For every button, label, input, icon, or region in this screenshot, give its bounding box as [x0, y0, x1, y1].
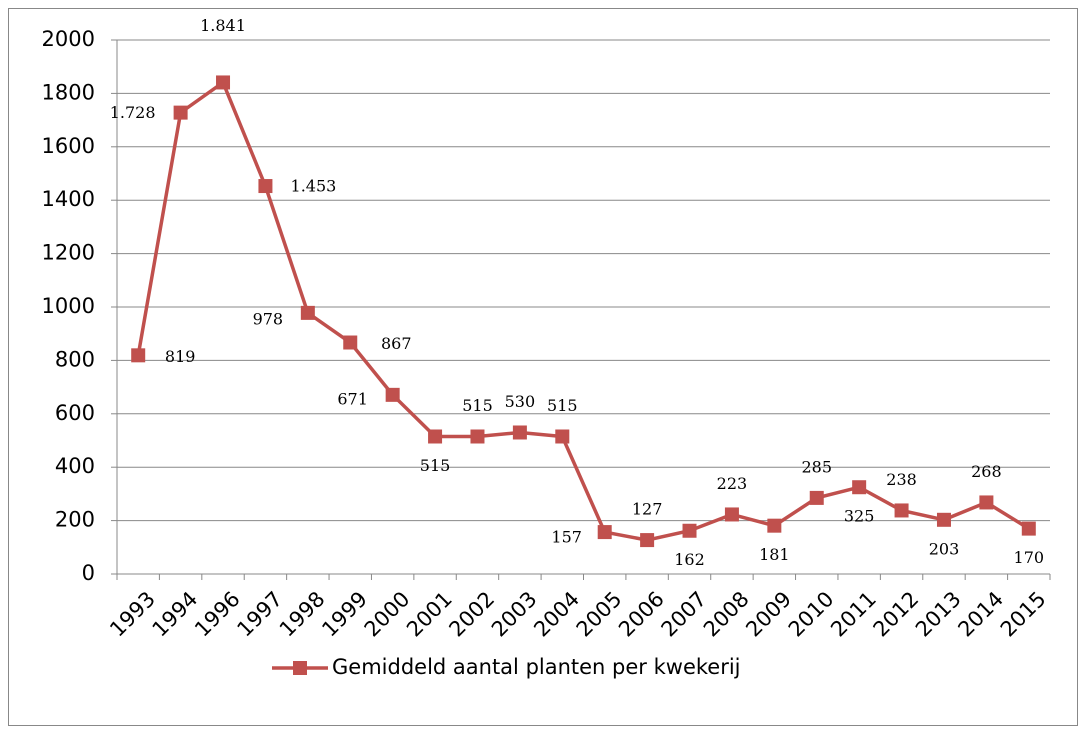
x-tick-label: 2004 [529, 587, 584, 642]
data-label: 819 [165, 347, 196, 366]
marker [1021, 521, 1036, 536]
data-label: 268 [971, 462, 1002, 481]
x-tick-label: 1996 [190, 587, 245, 642]
marker [555, 429, 570, 444]
marker [300, 305, 315, 320]
data-label: 671 [337, 389, 368, 408]
marker [216, 75, 231, 90]
x-tick-label: 2009 [741, 587, 796, 642]
data-label: 285 [801, 457, 832, 476]
x-tick-label: 2000 [360, 587, 415, 642]
y-tick-label: 800 [55, 347, 95, 371]
data-label: 170 [1014, 548, 1045, 567]
marker [936, 512, 951, 527]
data-label: 223 [717, 474, 748, 493]
y-tick-label: 2000 [42, 27, 95, 51]
x-tick-label: 2012 [869, 587, 924, 642]
data-label: 157 [551, 528, 582, 547]
legend-label: Gemiddeld aantal planten per kwekerij [332, 655, 741, 679]
marker [343, 335, 358, 350]
x-tick-label: 1994 [148, 587, 203, 642]
marker [767, 518, 782, 533]
y-tick-label: 600 [55, 401, 95, 425]
data-label: 867 [381, 334, 412, 353]
marker [809, 490, 824, 505]
x-tick-label: 2006 [614, 587, 669, 642]
x-tick-label: 2014 [953, 587, 1008, 642]
data-label: 127 [632, 500, 663, 519]
y-tick-label: 1800 [42, 80, 95, 104]
chart-border [8, 8, 1078, 726]
marker [258, 179, 273, 194]
x-tick-label: 2003 [487, 587, 542, 642]
y-tick-label: 400 [55, 454, 95, 478]
legend-marker [293, 661, 307, 675]
x-tick-label: 2005 [572, 587, 627, 642]
data-label: 162 [674, 550, 705, 569]
data-label: 325 [844, 507, 875, 526]
x-tick-label: 1993 [105, 587, 160, 642]
x-tick-label: 1998 [275, 587, 330, 642]
y-tick-label: 1400 [42, 187, 95, 211]
x-tick-label: 2011 [826, 587, 881, 642]
marker [894, 503, 909, 518]
data-label: 1.453 [291, 177, 337, 196]
x-tick-label: 2007 [657, 587, 712, 642]
x-tick-label: 2002 [444, 587, 499, 642]
y-tick-label: 1600 [42, 134, 95, 158]
y-tick-label: 200 [55, 508, 95, 532]
line [136, 79, 1030, 542]
marker [470, 429, 485, 444]
y-tick-label: 1200 [42, 241, 95, 265]
data-label: 515 [462, 396, 493, 415]
y-tick-label: 1000 [42, 294, 95, 318]
marker [385, 387, 400, 402]
marker [640, 533, 655, 548]
x-tick-label: 2010 [784, 587, 839, 642]
marker [173, 105, 188, 120]
data-label: 1.728 [110, 103, 156, 122]
data-label: 238 [886, 470, 917, 489]
y-tick-label: 0 [82, 561, 95, 585]
marker [852, 480, 867, 495]
data-label: 515 [547, 396, 578, 415]
data-label: 203 [929, 539, 960, 558]
data-label: 530 [505, 392, 536, 411]
x-tick-label: 2013 [911, 587, 966, 642]
marker [979, 495, 994, 510]
marker [131, 348, 146, 363]
x-tick-label: 2015 [996, 587, 1051, 642]
x-tick-label: 2001 [402, 587, 457, 642]
x-tick-label: 1997 [232, 587, 287, 642]
marker [428, 429, 443, 444]
x-tick-label: 2008 [699, 587, 754, 642]
data-label: 978 [253, 309, 284, 328]
marker [597, 525, 612, 540]
data-label: 1.841 [200, 16, 246, 35]
marker [682, 523, 697, 538]
marker [724, 507, 739, 522]
x-tick-label: 1999 [317, 587, 372, 642]
data-label: 181 [759, 545, 790, 564]
marker [512, 425, 527, 440]
data-label: 515 [420, 456, 451, 475]
